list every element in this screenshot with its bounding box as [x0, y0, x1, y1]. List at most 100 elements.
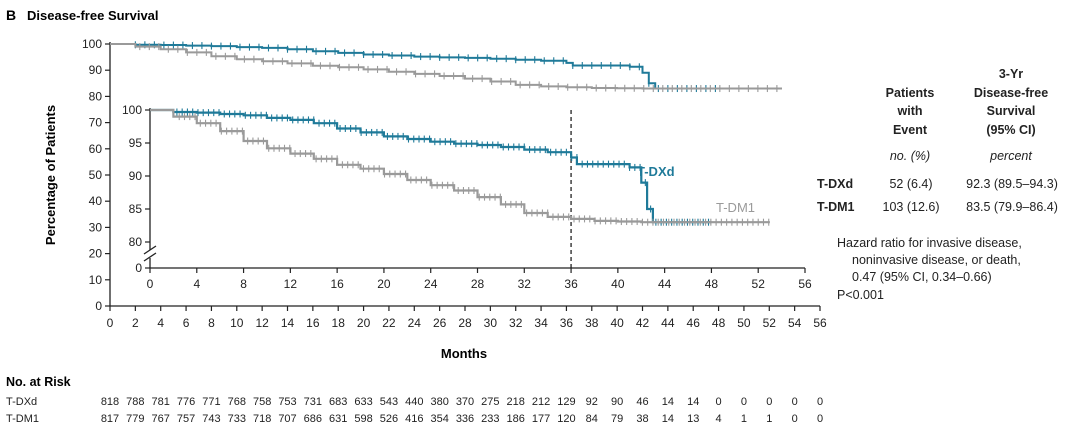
- inset-x-tick-label: 36: [564, 277, 578, 291]
- y-tick-label: 50: [89, 168, 103, 182]
- x-tick-label: 36: [560, 316, 574, 330]
- at-risk-value: 440: [405, 396, 423, 408]
- y-tick-label: 10: [89, 273, 103, 287]
- at-risk-title: No. at Risk: [6, 375, 71, 389]
- y-tick-label: 90: [89, 63, 103, 77]
- at-risk-value: 354: [430, 413, 448, 425]
- at-risk-value: 370: [456, 396, 474, 408]
- x-tick-label: 26: [433, 316, 447, 330]
- inset-curve-tdxd: [150, 108, 712, 224]
- x-tick-label: 18: [332, 316, 346, 330]
- at-risk-value: 90: [611, 396, 623, 408]
- at-risk-value: 733: [228, 413, 246, 425]
- col2-header-line4: (95% CI): [986, 123, 1035, 137]
- at-risk-value: 14: [662, 396, 674, 408]
- x-tick-label: 20: [357, 316, 371, 330]
- hazard-line3: 0.47 (95% CI, 0.34–0.66): [852, 270, 992, 284]
- row-tdm1-label: T-DM1: [817, 200, 855, 214]
- inset-y-tick-label: 95: [129, 136, 143, 150]
- at-risk-value: 788: [126, 396, 144, 408]
- y-tick-label: 80: [89, 89, 103, 103]
- inset-x-tick-label: 4: [193, 277, 200, 291]
- at-risk-value: 186: [507, 413, 525, 425]
- at-risk-value: 84: [586, 413, 598, 425]
- at-risk-value: 758: [253, 396, 271, 408]
- at-risk-value: 598: [354, 413, 372, 425]
- x-tick-label: 34: [534, 316, 548, 330]
- x-tick-label: 46: [687, 316, 701, 330]
- inset-x-tick-label: 40: [611, 277, 625, 291]
- inset-x-tick-label: 20: [377, 277, 391, 291]
- x-tick-label: 4: [157, 316, 164, 330]
- at-risk-value: 753: [278, 396, 296, 408]
- hazard-line1: Hazard ratio for invasive disease,: [837, 236, 1022, 250]
- at-risk-value: 731: [304, 396, 322, 408]
- at-risk-value: 13: [687, 413, 699, 425]
- x-tick-label: 52: [763, 316, 777, 330]
- inset-x-tick-label: 12: [284, 277, 298, 291]
- inset-x-tick-label: 16: [330, 277, 344, 291]
- at-risk-value: 120: [557, 413, 575, 425]
- at-risk-value: 707: [278, 413, 296, 425]
- y-tick-label: 0: [95, 299, 102, 313]
- at-risk-value: 743: [202, 413, 220, 425]
- y-tick-label: 30: [89, 220, 103, 234]
- chart-title: Disease-free Survival: [27, 8, 159, 23]
- at-risk-value: 0: [792, 413, 798, 425]
- x-tick-label: 32: [509, 316, 523, 330]
- at-risk-value: 212: [532, 396, 550, 408]
- y-tick-label: 60: [89, 142, 103, 156]
- y-tick-label: 40: [89, 194, 103, 208]
- inset-curves: [150, 108, 770, 226]
- at-risk-value: 0: [817, 413, 823, 425]
- inset-x-tick-label: 28: [471, 277, 485, 291]
- at-risk-value: 1: [766, 413, 772, 425]
- inset-x-tick-label: 48: [705, 277, 719, 291]
- at-risk-value: 526: [380, 413, 398, 425]
- at-risk-value: 275: [481, 396, 499, 408]
- row-tdxd-survival: 92.3 (89.5–94.3): [966, 177, 1058, 191]
- col2-header-line2: Disease-free: [974, 86, 1048, 100]
- at-risk-value: 771: [202, 396, 220, 408]
- main-curve-tdxd: [110, 43, 719, 90]
- at-risk-label-tdxd: T-DXd: [6, 396, 37, 408]
- label-tdxd: T-DXd: [637, 164, 675, 179]
- col1-header-line1: Patients: [886, 86, 935, 100]
- col2-header-line3: Survival: [987, 104, 1036, 118]
- col1-unit: no. (%): [890, 149, 930, 163]
- x-tick-label: 38: [585, 316, 599, 330]
- x-tick-label: 0: [107, 316, 114, 330]
- col1-header-line3: Event: [893, 123, 928, 137]
- x-tick-label: 6: [183, 316, 190, 330]
- row-tdm1-survival: 83.5 (79.9–86.4): [966, 200, 1058, 214]
- at-risk-value: 543: [380, 396, 398, 408]
- hazard-note: Hazard ratio for invasive disease, nonin…: [837, 236, 1022, 302]
- inset-x-tick-label: 52: [752, 277, 766, 291]
- at-risk-value: 818: [101, 396, 119, 408]
- x-tick-label: 28: [458, 316, 472, 330]
- at-risk-value: 767: [152, 413, 170, 425]
- x-tick-label: 44: [661, 316, 675, 330]
- x-tick-label: 56: [813, 316, 827, 330]
- at-risk-value: 336: [456, 413, 474, 425]
- inset-curve-tdm1: [150, 108, 770, 224]
- x-tick-label: 50: [737, 316, 751, 330]
- at-risk-value: 0: [741, 396, 747, 408]
- x-axis-label: Months: [441, 346, 487, 361]
- at-risk-table: No. at Risk T-DXd T-DM1 818 788 781 776 771 7…: [6, 375, 823, 425]
- at-risk-value: 380: [430, 396, 448, 408]
- inset-y-zero-label: 0: [135, 261, 142, 275]
- x-tick-label: 12: [255, 316, 269, 330]
- at-risk-value: 1: [741, 413, 747, 425]
- panel-label: B: [6, 7, 16, 23]
- x-tick-label: 2: [132, 316, 139, 330]
- x-tick-label: 54: [788, 316, 802, 330]
- at-risk-value: 14: [687, 396, 699, 408]
- inset-y-tick-label: 90: [129, 169, 143, 183]
- at-risk-value: 177: [532, 413, 550, 425]
- y-axis-label: Percentage of Patients: [43, 105, 58, 245]
- inset-x-tick-label: 8: [240, 277, 247, 291]
- col2-unit: percent: [989, 149, 1032, 163]
